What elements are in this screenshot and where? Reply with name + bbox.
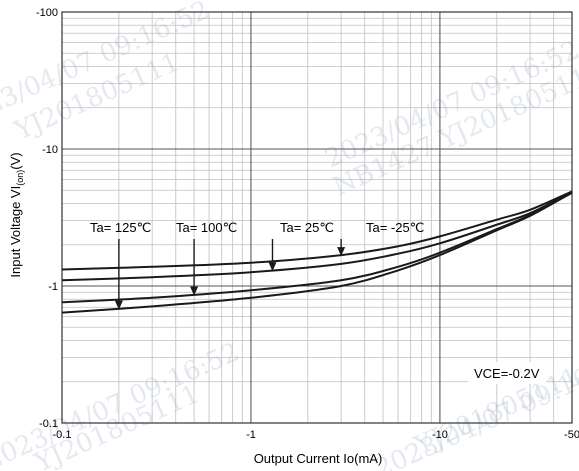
series-label: Ta= -25℃ [366, 220, 424, 235]
series-line [61, 191, 573, 282]
condition-label: VCE=-0.2V [474, 366, 540, 381]
y-axis-title-unit: (V) [8, 152, 23, 169]
y-axis-title-main: Input Voltage VI [8, 186, 23, 278]
y-tick-label: -100 [36, 7, 58, 19]
condition-background [468, 362, 546, 384]
x-tick-label: -50 [564, 429, 579, 441]
condition-box: VCE=-0.2V [468, 362, 546, 384]
x-axis-title: Output Current Io(mA) [254, 451, 383, 466]
y-axis-title: Input Voltage VI(on)(V) [8, 152, 25, 277]
series-label: Ta= 100℃ [176, 220, 237, 235]
y-tick-label: -1 [48, 281, 58, 293]
annotation-arrow-head [190, 286, 199, 296]
x-tick-label: -1 [246, 429, 256, 441]
series-label: Ta= 25℃ [280, 220, 334, 235]
plot-frame [61, 11, 573, 424]
y-tick-label: -10 [42, 144, 58, 156]
annotation-arrow-head [114, 300, 123, 310]
annotation-arrow-head [337, 247, 346, 257]
series-line [61, 191, 573, 314]
tick-labels: -0.1 -1 -10 -50 -0.1 -1 -10 -100 [36, 7, 579, 441]
annotation-arrow-head [268, 262, 277, 272]
series-line [61, 190, 573, 271]
annotation-group: Ta= 125℃ Ta= 100℃ Ta= 25℃ Ta= -25℃ [90, 220, 424, 310]
y-axis-title-sub: (on) [15, 170, 25, 186]
plot-border [61, 11, 573, 424]
y-tick-label: -0.1 [39, 418, 58, 430]
x-tick-label: -10 [432, 429, 448, 441]
x-tick-label: -0.1 [53, 429, 72, 441]
series-label: Ta= 125℃ [90, 220, 151, 235]
series-group [61, 190, 573, 314]
